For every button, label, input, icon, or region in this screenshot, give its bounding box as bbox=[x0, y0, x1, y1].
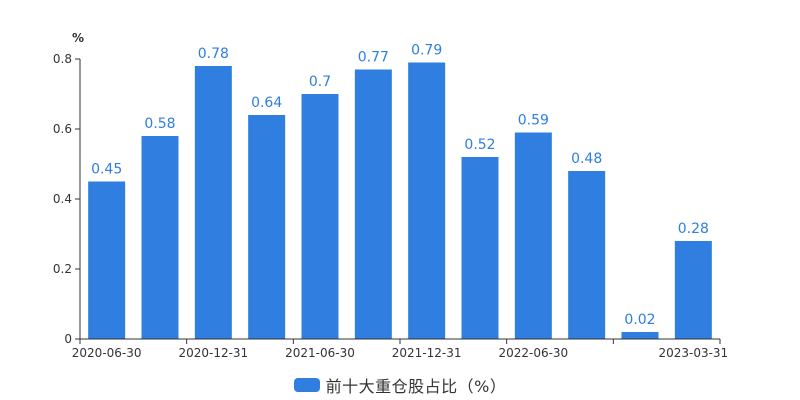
bar bbox=[141, 136, 179, 339]
bar-value-label: 0.28 bbox=[678, 221, 709, 237]
bar bbox=[621, 332, 659, 339]
y-tick-label: 0.6 bbox=[53, 122, 72, 136]
bar bbox=[408, 62, 446, 339]
y-tick-label: 0 bbox=[64, 332, 72, 346]
bar-value-label: 0.45 bbox=[91, 162, 122, 178]
bar-value-label: 0.79 bbox=[411, 43, 442, 59]
bar bbox=[568, 171, 606, 339]
bar bbox=[354, 69, 392, 339]
bar bbox=[461, 157, 499, 339]
bar bbox=[674, 241, 712, 339]
bar bbox=[514, 132, 552, 339]
bar bbox=[194, 66, 232, 339]
bar-value-label: 0.59 bbox=[518, 113, 549, 129]
bar bbox=[248, 115, 286, 339]
x-tick-label: 2020-06-30 bbox=[72, 346, 142, 360]
bars-group bbox=[88, 62, 712, 339]
x-tick-label: 2022-06-30 bbox=[498, 346, 568, 360]
bar-value-label: 0.64 bbox=[251, 95, 282, 111]
bar bbox=[88, 181, 126, 339]
bar-value-label: 0.77 bbox=[358, 50, 389, 66]
y-tick-label: 0.4 bbox=[53, 192, 72, 206]
x-tick-label: 2021-12-31 bbox=[392, 346, 462, 360]
bar bbox=[301, 94, 339, 339]
bar-value-label: 0.02 bbox=[624, 312, 655, 328]
bar-value-label: 0.48 bbox=[571, 151, 602, 167]
legend-label: 前十大重仓股占比（%） bbox=[325, 377, 507, 396]
x-tick-label: 2021-06-30 bbox=[285, 346, 355, 360]
bar-value-label: 0.7 bbox=[309, 74, 331, 90]
value-labels-group: 0.45 0.58 0.78 0.64 0.7 0.77 0.79 0.52 0.59 0.48 0… bbox=[91, 43, 709, 329]
bar-value-label: 0.78 bbox=[198, 46, 229, 62]
y-axis: 0 0.2 0.4 0.6 0.8 bbox=[53, 52, 81, 346]
legend-swatch bbox=[293, 378, 320, 392]
x-tick-label: 2020-12-31 bbox=[178, 346, 248, 360]
x-axis: 2020-06-30 2020-12-31 2021-06-30 2021-12-31… bbox=[72, 338, 728, 360]
y-tick-label: 0.8 bbox=[53, 52, 72, 66]
legend[interactable]: 前十大重仓股占比（%） bbox=[0, 372, 800, 398]
bar-value-label: 0.58 bbox=[144, 116, 175, 132]
x-tick-label: 2023-03-31 bbox=[658, 346, 728, 360]
y-tick-label: 0.2 bbox=[53, 262, 72, 276]
y-axis-unit-label: % bbox=[72, 31, 84, 45]
bar-value-label: 0.52 bbox=[464, 137, 495, 153]
